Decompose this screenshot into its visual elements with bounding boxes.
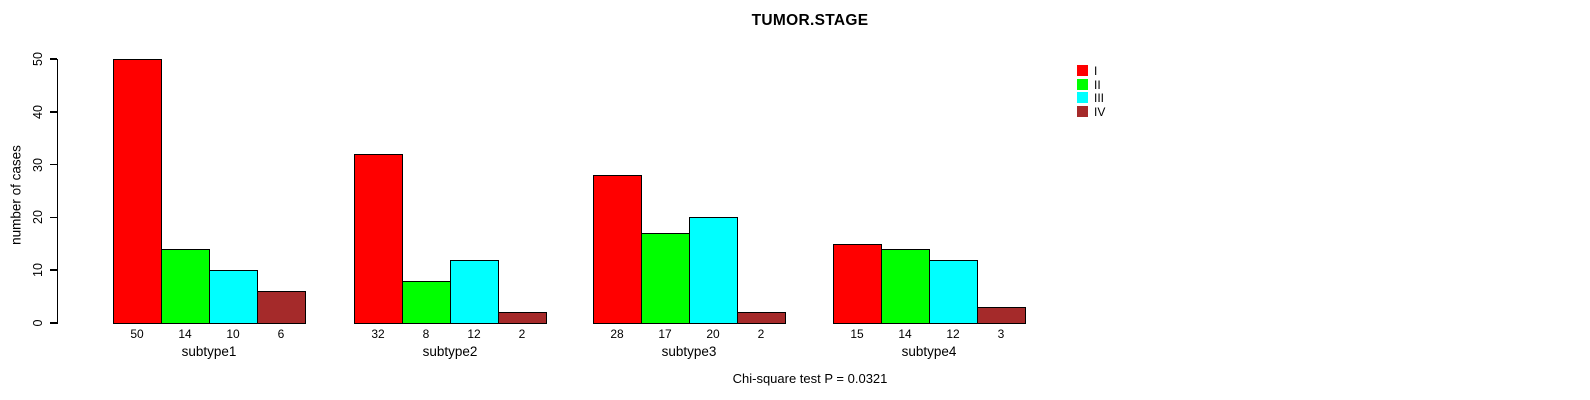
bar-value-label: 12	[946, 327, 960, 341]
bar-value-label: 50	[130, 327, 144, 341]
y-axis-tick	[49, 58, 57, 60]
bar-subtype3-stage-I	[593, 175, 642, 324]
bar-value-label: 20	[706, 327, 720, 341]
y-axis-tick-label: 50	[31, 52, 45, 66]
legend-label-IV: IV	[1094, 104, 1106, 119]
y-axis-tick	[49, 216, 57, 219]
category-label-subtype3: subtype3	[661, 344, 717, 359]
y-axis-tick	[49, 163, 57, 166]
y-axis-tick	[49, 269, 57, 271]
legend-swatch-II	[1077, 78, 1088, 90]
bar-value-label: 2	[518, 327, 526, 341]
bar-value-label: 17	[658, 327, 672, 341]
bar-subtype4-stage-IV	[977, 307, 1026, 324]
y-axis-line	[56, 59, 58, 324]
bar-value-label: 28	[610, 327, 624, 341]
chart-title: TUMOR.STAGE	[751, 12, 869, 29]
bar-value-label: 15	[850, 327, 864, 341]
y-axis-tick-label: 0	[31, 319, 45, 327]
bar-subtype2-stage-I	[354, 154, 403, 324]
bar-subtype1-stage-III	[209, 270, 258, 324]
y-axis-tick	[49, 322, 57, 324]
legend-label-II: II	[1094, 77, 1101, 92]
y-axis-tick-label: 30	[31, 157, 45, 172]
bar-subtype4-stage-III	[929, 259, 978, 324]
y-axis-tick-label: 40	[31, 104, 45, 119]
legend-label-I: I	[1094, 64, 1098, 78]
bar-subtype2-stage-II	[402, 280, 451, 324]
bar-value-label: 32	[371, 327, 385, 341]
bar-subtype3-stage-II	[641, 233, 690, 324]
bar-value-label: 14	[178, 327, 192, 341]
bar-subtype2-stage-IV	[498, 312, 547, 324]
bar-subtype3-stage-IV	[737, 312, 786, 324]
bar-value-label: 6	[277, 327, 285, 341]
category-label-subtype1: subtype1	[181, 344, 237, 359]
bar-value-label: 14	[898, 327, 912, 341]
bar-subtype2-stage-III	[450, 259, 499, 324]
legend-label-III: III	[1094, 91, 1105, 105]
bar-subtype3-stage-III	[689, 217, 738, 324]
y-axis-tick-label: 20	[31, 210, 45, 225]
bar-value-label: 8	[422, 327, 430, 341]
y-axis-tick	[49, 111, 57, 113]
legend-swatch-III	[1077, 92, 1088, 103]
bar-subtype1-stage-I	[113, 59, 162, 324]
bar-value-label: 2	[757, 327, 765, 341]
chart-caption: Chi-square test P = 0.0321	[732, 371, 888, 386]
bar-value-label: 10	[226, 327, 240, 341]
y-axis-tick-label: 10	[31, 263, 45, 278]
y-axis-label: number of cases	[8, 145, 24, 245]
bar-subtype4-stage-I	[833, 243, 882, 324]
bar-value-label: 3	[997, 327, 1005, 341]
category-label-subtype4: subtype4	[901, 344, 957, 359]
legend-swatch-IV	[1077, 105, 1088, 117]
bar-subtype4-stage-II	[881, 249, 930, 324]
legend-swatch-I	[1077, 65, 1088, 76]
category-label-subtype2: subtype2	[422, 344, 478, 359]
bar-value-label: 12	[467, 327, 481, 341]
bar-subtype1-stage-II	[161, 249, 210, 324]
bar-subtype1-stage-IV	[257, 291, 306, 324]
